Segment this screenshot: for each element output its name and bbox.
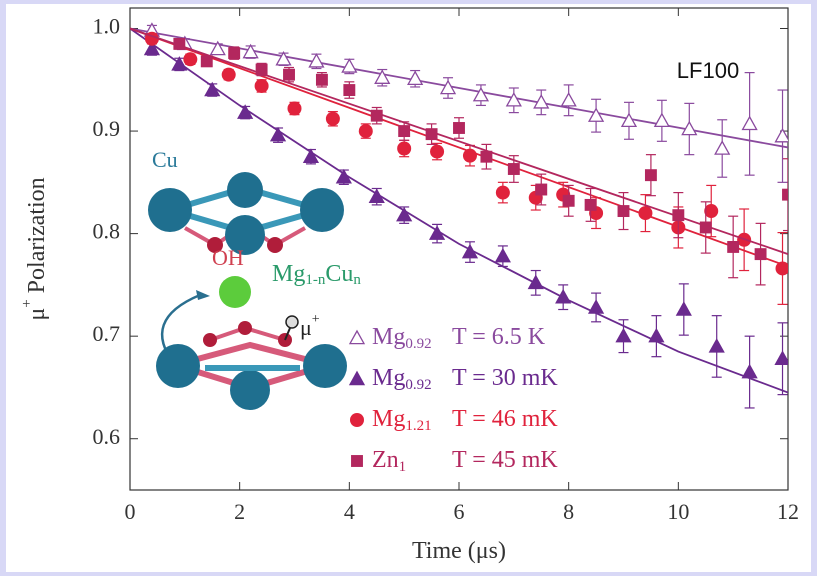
marker <box>755 248 767 260</box>
marker <box>672 209 684 221</box>
marker <box>283 69 295 81</box>
marker <box>343 84 355 96</box>
y-tick-label: 0.6 <box>93 424 121 449</box>
x-tick-label: 12 <box>777 499 799 524</box>
marker <box>645 169 657 181</box>
marker <box>255 79 269 93</box>
legend-sub: 1 <box>399 459 407 475</box>
y-tick-label: 0.7 <box>93 321 121 346</box>
dopant <box>219 276 251 308</box>
legend-label: Mg1.21 T = 46 mK <box>372 406 558 435</box>
legend-sub: 1.21 <box>405 418 431 434</box>
marker <box>326 112 340 126</box>
marker <box>201 55 213 67</box>
marker <box>371 110 383 122</box>
inset-label: OH <box>212 245 244 270</box>
y-tick-label: 1.0 <box>93 14 121 39</box>
copper <box>303 344 347 388</box>
marker <box>173 38 185 50</box>
copper <box>230 370 270 410</box>
x-tick-label: 6 <box>454 499 465 524</box>
legend-marker <box>350 413 364 427</box>
x-tick-label: 4 <box>344 499 355 524</box>
oxygen <box>238 321 252 335</box>
marker <box>228 47 240 59</box>
legend-marker <box>351 455 363 467</box>
legend-text: T = 46 mK <box>452 406 558 432</box>
marker <box>700 222 712 234</box>
marker <box>563 195 575 207</box>
marker <box>398 125 410 137</box>
marker <box>727 241 739 253</box>
legend-label: Mg0.92 T = 6.5 K <box>372 324 546 353</box>
oxygen <box>267 237 283 253</box>
marker <box>183 52 197 66</box>
marker <box>585 199 597 211</box>
marker <box>480 151 492 163</box>
legend-name: Mg <box>372 324 405 350</box>
copper <box>300 188 344 232</box>
y-tick-label: 0.9 <box>93 116 121 141</box>
marker <box>535 184 547 196</box>
legend-text: T = 45 mK <box>452 447 558 473</box>
x-tick-label: 0 <box>125 499 136 524</box>
panel <box>6 4 811 572</box>
marker <box>359 124 373 138</box>
marker <box>397 141 411 155</box>
marker <box>222 68 236 82</box>
marker <box>618 205 630 217</box>
marker <box>316 74 328 86</box>
legend-name: Zn <box>372 447 399 473</box>
marker <box>256 64 268 76</box>
x-tick-label: 8 <box>563 499 574 524</box>
y-tick-label: 0.8 <box>93 219 121 244</box>
legend-name: Mg <box>372 406 405 432</box>
marker <box>426 128 438 140</box>
x-tick-label: 10 <box>667 499 689 524</box>
copper <box>148 188 192 232</box>
inset-label: Cu <box>152 147 178 172</box>
marker <box>288 102 302 116</box>
legend-label: Mg0.92 T = 30 mK <box>372 365 558 394</box>
legend-text: T = 30 mK <box>452 365 558 391</box>
oxygen <box>203 333 217 347</box>
x-tick-label: 2 <box>234 499 245 524</box>
marker <box>496 186 510 200</box>
legend-sub: 0.92 <box>405 336 431 352</box>
marker <box>453 122 465 134</box>
chart: Cu OH Mg1-nCun μ+ LF100 Time (μs) μ+ Pol… <box>0 0 817 576</box>
legend-text: T = 6.5 K <box>452 324 546 350</box>
marker <box>463 149 477 163</box>
marker <box>776 261 790 275</box>
copper <box>156 344 200 388</box>
marker <box>638 206 652 220</box>
x-axis-label: Time (μs) <box>412 538 506 564</box>
legend-name: Mg <box>372 365 405 391</box>
y-axis-label: μ+ Polarization <box>19 177 49 320</box>
muon <box>286 316 298 328</box>
marker <box>430 145 444 159</box>
copper <box>227 172 263 208</box>
marker <box>508 163 520 175</box>
chart-title: LF100 <box>677 58 739 83</box>
legend-sub: 0.92 <box>405 377 431 393</box>
